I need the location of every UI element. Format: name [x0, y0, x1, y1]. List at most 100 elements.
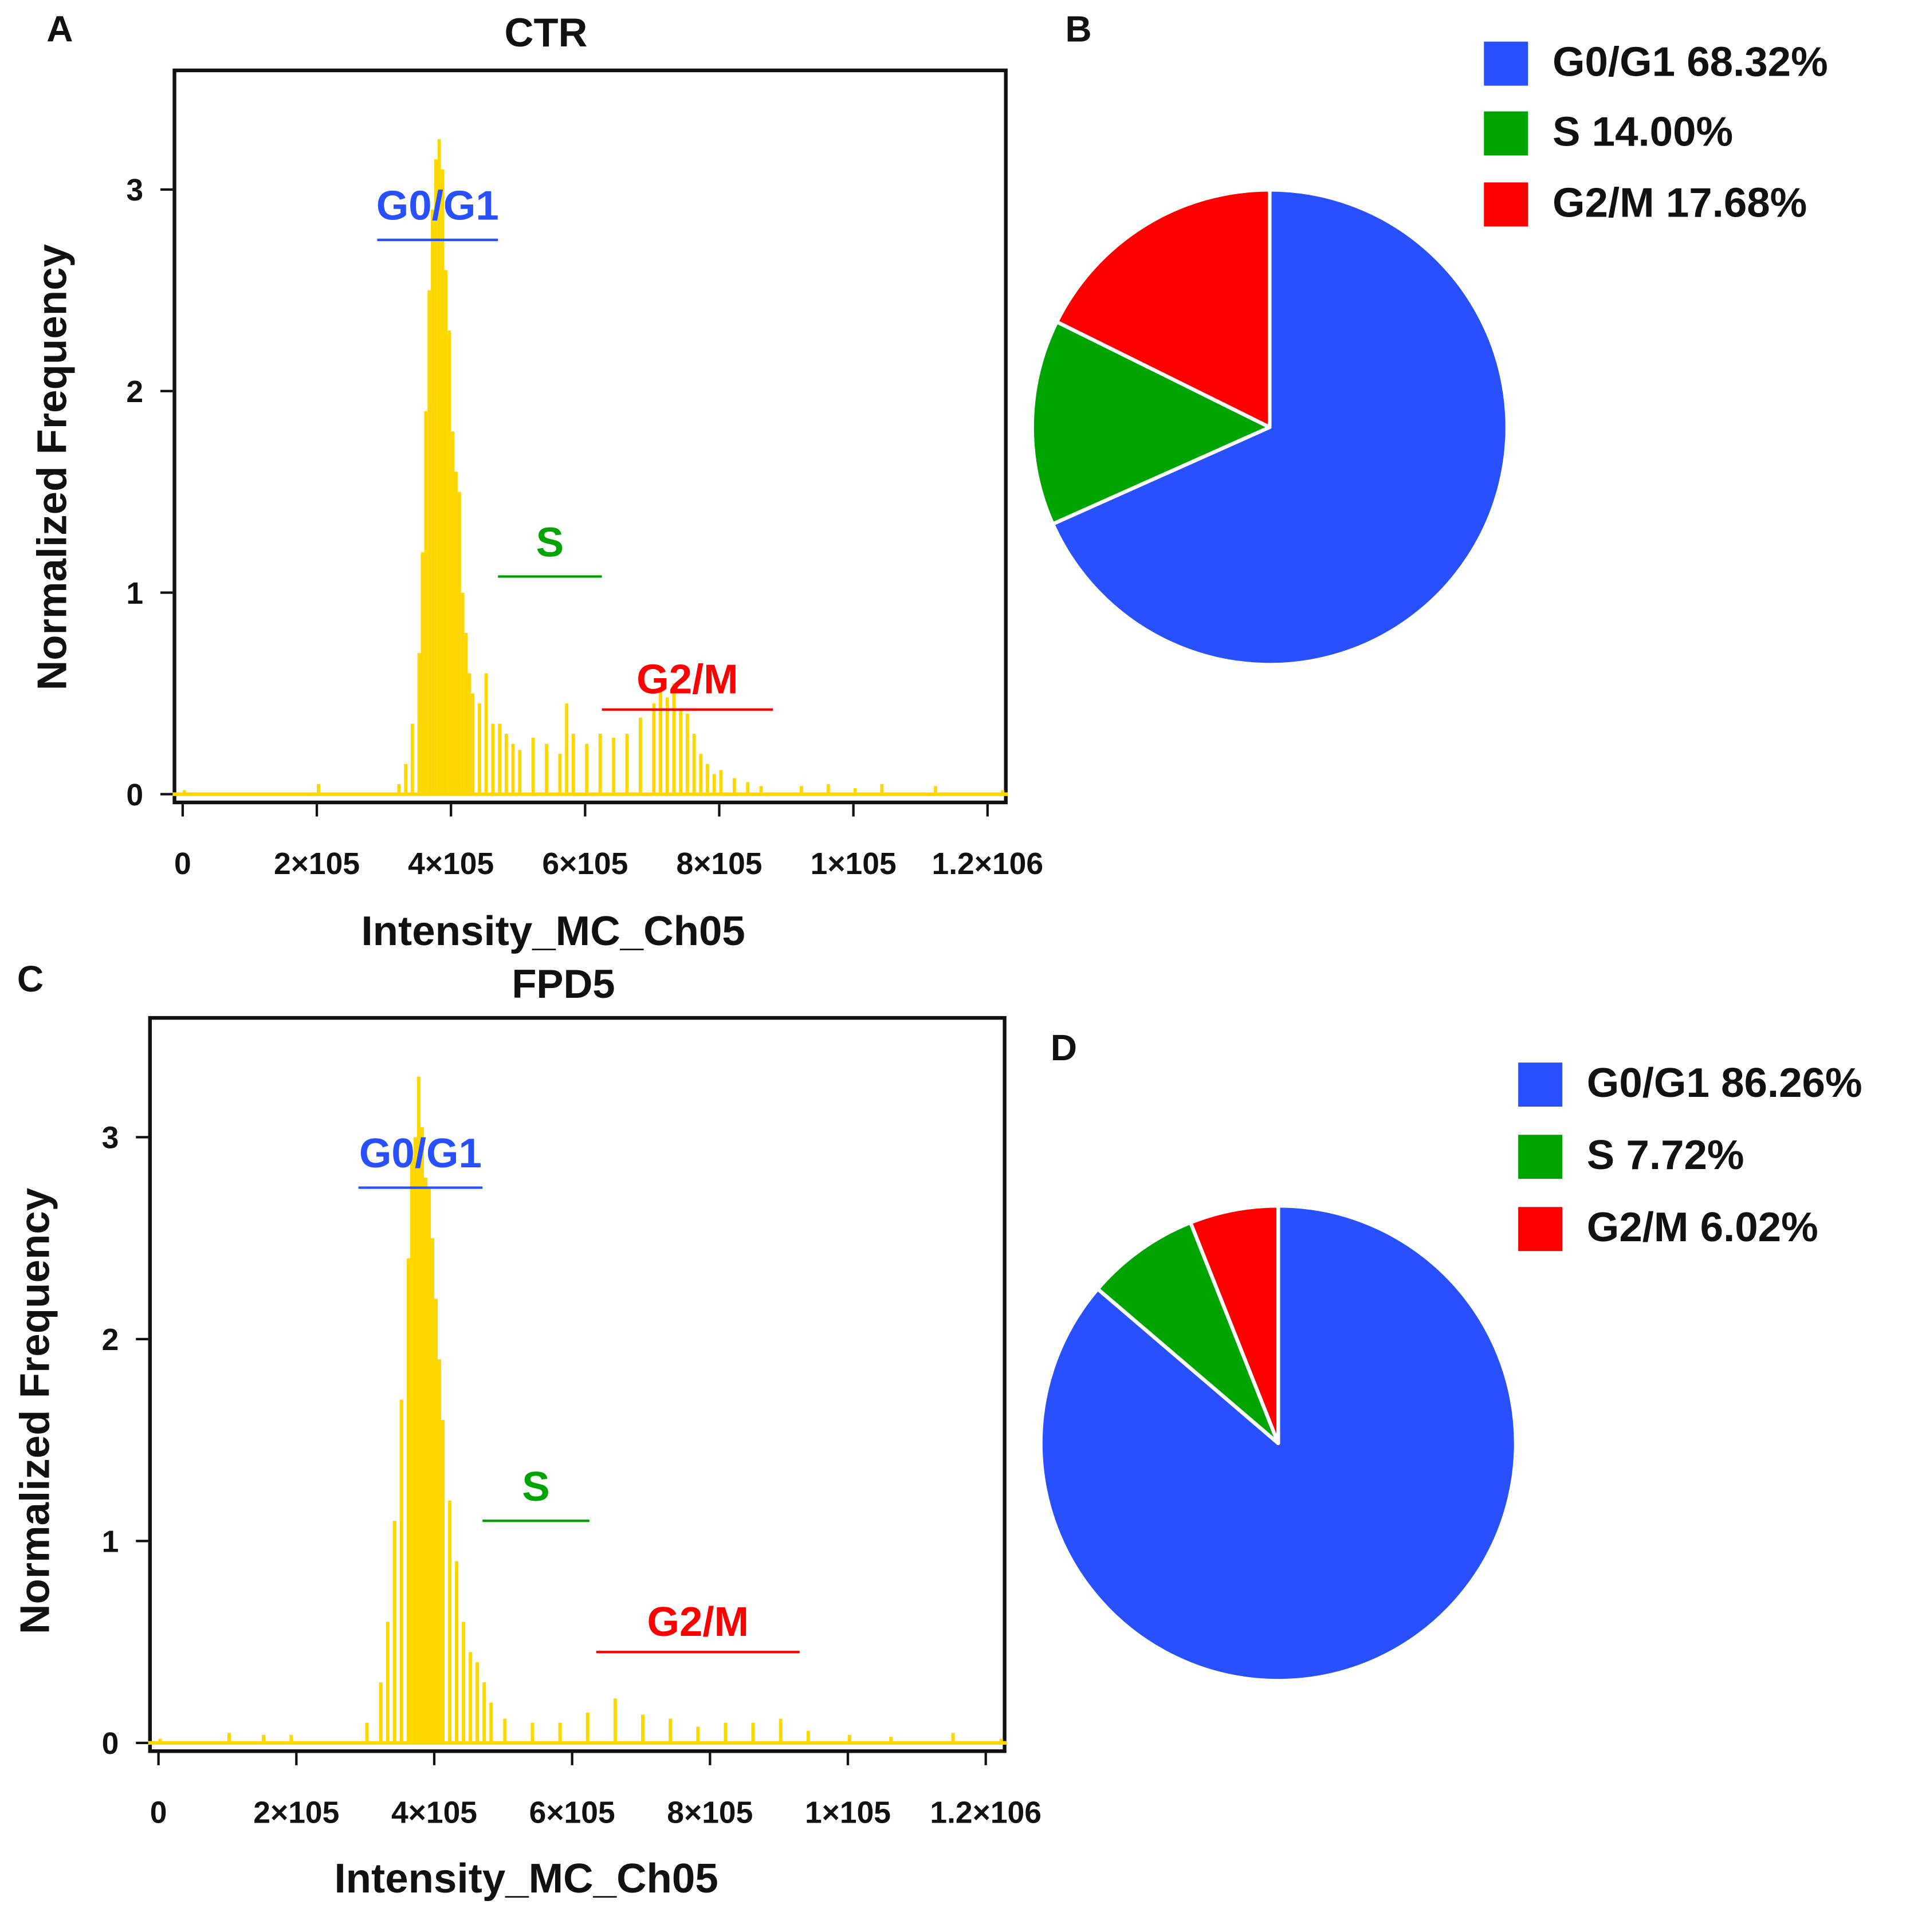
histogram-bar	[417, 653, 421, 794]
histogram-bar	[504, 733, 508, 794]
y-tick-label: 2	[102, 1323, 119, 1357]
histogram-bar	[951, 1733, 955, 1743]
histogram-bar	[612, 738, 616, 794]
histogram-bar	[475, 1662, 480, 1743]
histogram-bar	[696, 1726, 700, 1743]
legend-item-g0g1: G0/G1 68.32%	[1484, 39, 1828, 86]
histogram-bar	[469, 1652, 473, 1743]
histogram-bar	[467, 673, 471, 794]
histogram-bar	[430, 1238, 435, 1743]
histogram-bar	[1001, 790, 1005, 794]
histogram-bar	[719, 770, 723, 794]
gate-label-g0g1: G0/G1	[359, 1130, 482, 1176]
pie-slice-s	[1030, 320, 1272, 526]
histogram-bar	[585, 1712, 589, 1743]
histogram-bar	[511, 743, 515, 794]
x-tick-label: 6×105	[529, 1796, 615, 1829]
histogram-bar	[397, 784, 401, 794]
histogram-bar	[585, 743, 589, 794]
histogram-bar	[464, 633, 468, 794]
histogram-fpd5-title: FPD5	[512, 961, 615, 1006]
histogram-bar	[545, 743, 548, 794]
x-tick-label: 1.2×106	[930, 1796, 1042, 1829]
panel-letter-b: B	[1065, 10, 1092, 50]
legend-swatch-g0g1	[1518, 1062, 1563, 1106]
histogram-bar	[484, 673, 488, 794]
histogram-bar	[652, 703, 656, 794]
histogram-bar	[482, 1682, 486, 1743]
histogram-bar	[531, 738, 535, 794]
histogram-bar	[571, 733, 575, 794]
histogram-bar	[438, 1359, 442, 1743]
histogram-ctr-ylabel: Normalized Frequency	[29, 244, 76, 691]
histogram-bar	[759, 786, 763, 794]
histogram-bar	[365, 1722, 369, 1743]
pie-slice-g0g1	[1051, 188, 1510, 667]
histogram-bar	[625, 733, 629, 794]
histogram-bar	[751, 1722, 755, 1743]
y-tick-label: 3	[126, 174, 143, 207]
histogram-bar	[665, 697, 669, 794]
legend-label-g2m: G2/M 17.68%	[1552, 180, 1807, 227]
histogram-bar	[558, 754, 562, 794]
legend-label-g0g1: G0/G1 68.32%	[1552, 39, 1828, 86]
histogram-bar	[289, 1734, 293, 1743]
x-tick-label: 4×105	[391, 1796, 477, 1829]
histogram-bar	[880, 784, 884, 794]
histogram-bar	[182, 790, 186, 794]
legend-swatch-s	[1484, 111, 1528, 155]
x-tick-label: 4×105	[408, 847, 494, 881]
gate-label-s: S	[522, 1463, 549, 1510]
histogram-bar	[659, 689, 662, 794]
histogram-bar	[404, 764, 408, 794]
histogram-bar	[613, 1698, 617, 1743]
histogram-bar	[386, 1622, 390, 1743]
x-tick-label: 8×105	[676, 847, 762, 881]
legend-swatch-g2m	[1518, 1206, 1563, 1251]
histogram-bar	[999, 1738, 1003, 1743]
x-tick-label: 2×105	[274, 847, 360, 881]
histogram-bar	[746, 782, 750, 794]
histogram-bar	[889, 1737, 893, 1743]
histogram-fpd5-xlabel: Intensity_MC_Ch05	[334, 1855, 718, 1903]
histogram-ctr-frame	[172, 68, 1008, 805]
pie-slice-g2m	[1055, 188, 1272, 430]
x-tick-label: 1.2×106	[932, 847, 1043, 881]
histogram-bar	[558, 1722, 562, 1743]
histogram-bar	[732, 778, 736, 794]
legend-item-g2m: G2/M 6.02%	[1518, 1205, 1818, 1252]
gate-label-g2m: G2/M	[647, 1599, 749, 1645]
gate-label-g0g1: G0/G1	[376, 183, 499, 229]
histogram-bar	[399, 1399, 403, 1743]
legend-label-s: S 14.00%	[1552, 109, 1734, 156]
histogram-bar	[530, 1722, 535, 1743]
histogram-bar	[853, 788, 857, 794]
histogram-bar	[434, 159, 438, 794]
histogram-bar	[447, 330, 451, 794]
pie-fpd5	[1039, 1203, 1518, 1683]
histogram-bar	[420, 1127, 424, 1743]
histogram-bar	[489, 1702, 493, 1743]
histogram-bar	[227, 1733, 231, 1743]
histogram-bar	[462, 1622, 466, 1743]
histogram-bar	[441, 169, 445, 794]
histogram-bar	[565, 703, 569, 794]
histogram-bar	[799, 786, 803, 794]
histogram-bar	[416, 1076, 420, 1743]
x-tick-label: 6×105	[542, 847, 628, 881]
histogram-bar	[498, 723, 502, 794]
histogram-ctr-plot: 0 1 2 3 0 2×105 4×105 6×105 8×105 1×105 1.2×106 G0/…	[126, 139, 1043, 881]
x-tick-label: 0	[174, 847, 191, 881]
legend-label-g0g1: G0/G1 86.26%	[1586, 1060, 1862, 1107]
histogram-fpd5-plot: 0 1 2 3 0 2×105 4×105 6×105 8×105 1×105 1.2×106 G0/…	[102, 1076, 1042, 1829]
histogram-bar	[451, 431, 455, 794]
histogram-bar	[638, 717, 642, 794]
gate-label-g2m: G2/M	[636, 656, 738, 703]
histogram-bar	[158, 1738, 162, 1743]
legend-swatch-s	[1518, 1134, 1563, 1179]
histogram-bar	[598, 733, 602, 794]
x-tick-label: 8×105	[667, 1796, 753, 1829]
x-tick-label: 1×105	[811, 847, 897, 881]
histogram-bar	[410, 723, 414, 794]
